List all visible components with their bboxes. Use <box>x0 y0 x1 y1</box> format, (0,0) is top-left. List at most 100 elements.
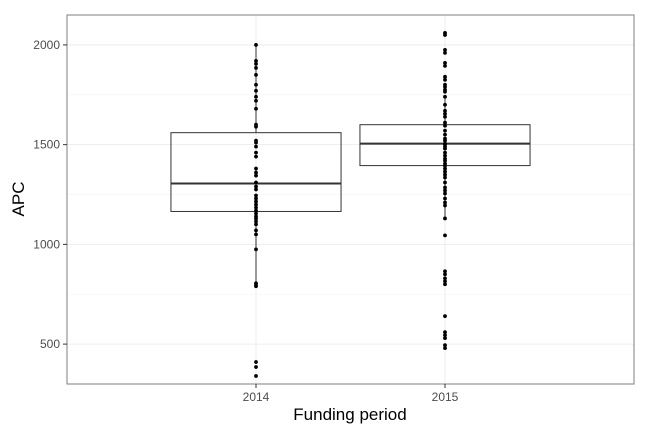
data-point <box>443 343 447 348</box>
data-point <box>254 228 258 233</box>
data-point <box>443 48 447 52</box>
y-axis-title: APC <box>9 182 28 217</box>
data-point <box>254 222 258 227</box>
data-point <box>443 346 447 350</box>
y-tick-label: 1500 <box>33 138 60 152</box>
data-point <box>443 146 447 151</box>
x-axis-ticks: 2014 2015 <box>243 384 459 404</box>
data-point <box>254 365 258 369</box>
x-axis-title: Funding period <box>293 405 406 424</box>
data-point <box>254 61 258 66</box>
data-point <box>443 163 447 168</box>
data-point <box>254 150 258 155</box>
data-point <box>443 150 447 155</box>
data-point <box>443 180 447 185</box>
y-tick-label: 1000 <box>33 237 60 251</box>
plot-border <box>66 14 635 385</box>
data-point <box>443 94 447 99</box>
data-point <box>254 170 258 175</box>
data-point <box>254 72 258 77</box>
data-point <box>443 330 447 335</box>
data-point <box>443 175 447 180</box>
plot-background <box>67 15 634 384</box>
data-point <box>254 374 258 378</box>
data-point <box>443 166 447 171</box>
x-tick-label: 2014 <box>243 390 270 404</box>
data-point <box>443 50 447 55</box>
data-point <box>254 94 258 99</box>
data-point <box>443 333 447 338</box>
data-point <box>254 173 258 178</box>
data-point <box>443 153 447 158</box>
data-point <box>254 106 258 111</box>
data-point <box>254 216 258 221</box>
data-point <box>443 200 447 205</box>
data-point <box>254 58 258 63</box>
data-point <box>254 82 258 87</box>
data-point <box>443 84 447 89</box>
data-points <box>254 31 447 378</box>
x-tick-label: 2015 <box>432 390 459 404</box>
data-point <box>443 276 447 281</box>
data-point <box>254 187 258 192</box>
data-point <box>254 88 258 93</box>
data-point <box>254 193 258 198</box>
data-point <box>443 185 447 190</box>
data-point <box>254 154 258 159</box>
data-point <box>443 120 447 125</box>
data-point <box>443 191 447 196</box>
data-point <box>443 172 447 177</box>
data-point <box>443 128 447 133</box>
data-point <box>254 232 258 237</box>
data-point <box>443 74 447 79</box>
data-point <box>443 132 447 137</box>
data-point <box>443 272 447 277</box>
y-tick-label: 2000 <box>33 38 60 52</box>
data-point <box>254 202 258 207</box>
data-point <box>443 123 447 128</box>
data-point <box>443 203 447 208</box>
data-point <box>254 199 258 204</box>
data-point <box>443 336 447 341</box>
data-point <box>254 360 258 364</box>
data-point <box>254 247 258 252</box>
data-point <box>254 166 258 171</box>
data-point <box>443 63 447 68</box>
y-axis-ticks: 500 1000 1500 2000 <box>33 38 67 351</box>
data-point <box>443 108 447 113</box>
data-point <box>254 184 258 189</box>
data-point <box>254 144 258 149</box>
data-point <box>443 279 447 284</box>
data-point <box>254 208 258 213</box>
data-point <box>254 43 258 47</box>
data-point <box>254 211 258 216</box>
data-point <box>443 33 447 37</box>
data-point <box>443 314 447 319</box>
data-point <box>443 196 447 201</box>
data-point <box>443 89 447 94</box>
data-point <box>254 196 258 201</box>
data-point <box>443 138 447 143</box>
data-point <box>443 77 447 82</box>
data-point <box>443 269 447 274</box>
data-point <box>254 98 258 103</box>
data-point <box>443 216 447 221</box>
data-point <box>254 124 258 129</box>
data-point <box>254 205 258 210</box>
data-point <box>254 284 258 289</box>
data-point <box>443 233 447 238</box>
data-point <box>443 60 447 65</box>
data-point <box>254 219 258 224</box>
y-tick-label: 500 <box>40 337 60 351</box>
data-point <box>443 111 447 116</box>
data-point <box>443 282 447 287</box>
data-point <box>443 169 447 174</box>
data-point <box>254 140 258 145</box>
data-point <box>254 180 258 185</box>
data-point <box>443 158 447 163</box>
data-point <box>254 65 258 70</box>
data-point <box>443 188 447 193</box>
data-point <box>443 102 447 107</box>
data-point <box>443 114 447 119</box>
